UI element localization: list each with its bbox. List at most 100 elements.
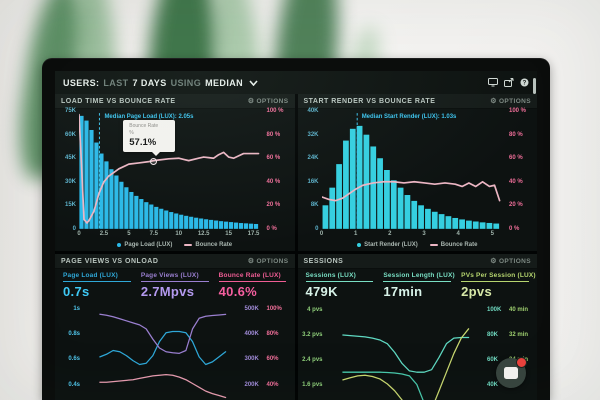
axis-tick: 2 <box>388 231 392 237</box>
axis-tick: 30K <box>64 178 76 185</box>
axis-tick: 100 % <box>509 108 527 114</box>
legend-label: Bounce Rate <box>440 242 478 248</box>
metric: Bounce Rate (LUX) 40.6% <box>218 272 287 299</box>
axis-tick: 0 <box>319 231 324 237</box>
axis-tick: 45K <box>64 155 76 162</box>
series-line <box>99 313 227 354</box>
start-render-chart: 40K 32K 24K 16K 8K 0 Median Start Render (LUX… <box>298 108 538 251</box>
metric-value: 17min <box>383 284 423 299</box>
axis-tick: 3 <box>422 231 426 237</box>
axis-tick: 20 % <box>509 202 523 209</box>
metric-label: Page Views (LUX) <box>140 272 209 282</box>
filter-part: USING <box>170 77 202 88</box>
axis-tick: 32 min <box>509 332 529 339</box>
axis-tick: 1.6 pvs <box>302 381 323 388</box>
filter-part: MEDIAN <box>205 77 244 88</box>
axis-tick: 5 <box>127 231 131 237</box>
metric-label: Sessions (LUX) <box>305 272 374 282</box>
series-line <box>341 371 424 400</box>
axis-tick: 4 pvs <box>307 307 323 314</box>
legend-item[interactable]: Page Load (LUX) <box>117 242 172 248</box>
axis-tick: 0 <box>72 226 76 232</box>
axis-tick: 17.5 <box>247 231 260 237</box>
load-time-chart: 75K 60K 45K 30K 15K 0 Median Page Load (LUX):… <box>55 108 295 251</box>
gear-icon: ⚙ <box>247 257 255 265</box>
highlight-marker <box>150 158 158 166</box>
options-button[interactable]: ⚙ OPTIONS <box>490 98 531 105</box>
tooltip: Bounce Rate % 57.1% <box>123 120 176 157</box>
panel-title: LOAD TIME VS BOUNCE RATE <box>61 97 176 105</box>
axis-tick: 3.2 pvs <box>302 332 323 339</box>
tooltip-subtitle: % <box>129 129 134 136</box>
series-line <box>99 373 227 399</box>
metrics-row: Sessions (LUX) 479K Session Length (LUX) 17… <box>298 269 538 299</box>
gear-icon: ⚙ <box>247 97 255 105</box>
axis-tick: 4 <box>456 231 460 237</box>
panel-sessions: SESSIONS ⚙ OPTIONS Sessions (LUX) 479K Ses… <box>297 254 538 400</box>
axis-tick: 24K <box>307 155 319 162</box>
axis-tick: 2.5 <box>99 231 109 237</box>
axis-tick: 15K <box>64 202 76 209</box>
bars <box>79 115 259 229</box>
panel-title: START RENDER VS BOUNCE RATE <box>303 97 436 105</box>
metric-value: 40.6% <box>218 284 258 299</box>
axis-tick: 40K <box>307 108 319 114</box>
axis-tick: 5 <box>490 231 494 237</box>
display-icon[interactable] <box>488 78 498 87</box>
axis-tick: 40K <box>487 381 499 388</box>
options-button[interactable]: ⚙ OPTIONS <box>490 258 531 265</box>
axis-tick: 100K <box>487 307 502 314</box>
axis-tick: 100% <box>266 305 282 312</box>
axis-tick: 500K <box>244 305 259 312</box>
legend-item[interactable]: Start Render (LUX) <box>357 242 418 248</box>
median-annotation: Median Start Render (LUX): 1.03s <box>361 114 457 120</box>
panel-start-render: START RENDER VS BOUNCE RATE ⚙ OPTIONS 40… <box>297 94 538 251</box>
help-icon[interactable]: ? <box>520 78 529 87</box>
axis-tick: 8K <box>310 202 319 209</box>
chart-canvas <box>99 313 227 399</box>
chevron-down-icon <box>249 78 258 88</box>
legend-item[interactable]: Bounce Rate <box>429 242 478 248</box>
chart-canvas <box>341 328 469 400</box>
chat-icon <box>504 367 518 379</box>
metric: Page Views (LUX) 2.7Mpvs <box>140 272 209 299</box>
axis-tick: 75K <box>64 108 76 114</box>
share-icon[interactable] <box>504 78 514 87</box>
sessions-chart: 4 pvs 3.2 pvs 2.4 pvs 1.6 pvs 100K 80K 60K 40K… <box>298 299 538 400</box>
axis-tick: 60 % <box>266 155 281 162</box>
axis-tick: 15 <box>225 231 232 237</box>
legend-item[interactable]: Bounce Rate <box>184 242 232 248</box>
axis-tick: 16K <box>307 178 319 185</box>
legend-label: Page Load (LUX) <box>124 242 173 248</box>
tooltip-arrow <box>151 152 160 157</box>
metric-value: 2.7Mpvs <box>140 284 195 299</box>
screen: USERS: LAST 7 DAYS USING MEDIAN ? <box>55 71 537 400</box>
tooltip-title: Bounce Rate <box>129 123 159 130</box>
filter-part: USERS: <box>63 77 100 88</box>
metric: Sessions (LUX) 479K <box>305 272 374 299</box>
chart-legend: Page Load (LUX) Bounce Rate <box>59 239 291 251</box>
options-button[interactable]: ⚙ OPTIONS <box>248 98 289 105</box>
axis-tick: 32K <box>307 131 319 138</box>
options-label: OPTIONS <box>256 97 289 105</box>
axis-tick: 2.4 pvs <box>302 356 323 363</box>
axis-tick: 1s <box>73 305 80 312</box>
bounce-rate-line <box>321 180 500 202</box>
axis-tick: 60K <box>487 356 499 363</box>
gear-icon: ⚙ <box>490 97 497 105</box>
options-button[interactable]: ⚙ OPTIONS <box>248 258 289 265</box>
axis-tick: 0 <box>315 226 319 232</box>
axis-tick: 300K <box>244 356 259 363</box>
bars <box>322 125 499 229</box>
scrollbar[interactable] <box>533 78 536 94</box>
median-annotation: Median Page Load (LUX): 2.05s <box>104 114 194 120</box>
users-filter-dropdown[interactable]: USERS: LAST 7 DAYS USING MEDIAN <box>63 78 258 88</box>
options-label: OPTIONS <box>498 97 531 105</box>
axis-tick: 40% <box>266 381 279 388</box>
panel-title: PAGE VIEWS VS ONLOAD <box>61 257 159 265</box>
chat-launcher-button[interactable] <box>496 357 527 388</box>
axis-tick: 0 % <box>266 226 277 232</box>
metrics-row: Page Load (LUX) 0.7s Page Views (LUX) 2.7Mp… <box>55 269 295 299</box>
axis-tick: 80K <box>487 332 499 339</box>
axis-tick: 0.8s <box>68 330 80 337</box>
